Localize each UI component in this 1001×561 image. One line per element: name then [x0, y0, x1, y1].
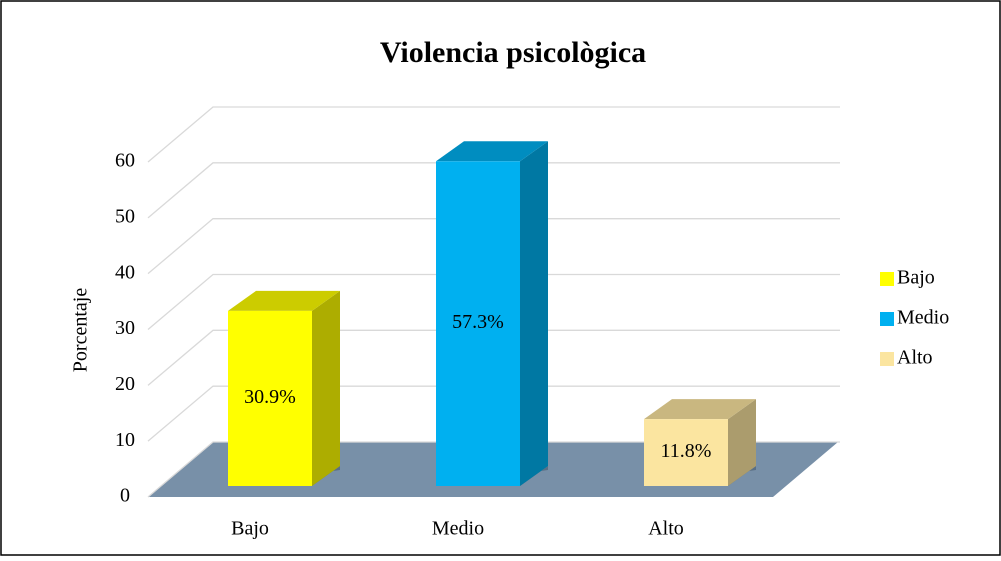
- legend-label: Medio: [897, 307, 949, 329]
- legend-swatch: [880, 352, 894, 366]
- y-tick-label: 30: [115, 317, 135, 339]
- x-tick-label: Alto: [648, 518, 684, 540]
- bar-top: [228, 290, 340, 311]
- legend-label: Alto: [897, 347, 933, 369]
- y-tick-label: 0: [120, 485, 130, 507]
- bar-side: [728, 399, 756, 486]
- grid-line: [147, 218, 840, 275]
- x-tick-label: Medio: [432, 518, 484, 540]
- data-label: 30.9%: [244, 386, 296, 408]
- data-label: 11.8%: [661, 440, 712, 462]
- bar: [228, 310, 312, 486]
- y-tick-label: 20: [115, 373, 135, 395]
- data-label: 57.3%: [452, 311, 504, 333]
- y-axis-label: Porcentaje: [70, 288, 92, 373]
- grid-line: [147, 329, 840, 386]
- grid-line: [147, 385, 840, 442]
- chart-title: Violencia psicològica: [380, 36, 646, 69]
- grid-line: [147, 162, 840, 219]
- legend-swatch: [880, 312, 894, 326]
- grid-line: [147, 441, 840, 498]
- grid-line: [147, 273, 840, 330]
- y-tick-label: 10: [115, 429, 135, 451]
- legend-label: Bajo: [897, 267, 935, 289]
- bar: [644, 419, 728, 486]
- bar-side: [312, 290, 340, 486]
- bar: [436, 161, 520, 487]
- grid-line: [147, 106, 840, 163]
- bar-side: [520, 141, 548, 487]
- x-tick-label: Bajo: [231, 518, 269, 540]
- y-tick-label: 50: [115, 205, 135, 227]
- y-tick-label: 60: [115, 150, 135, 172]
- y-tick-label: 40: [115, 261, 135, 283]
- bar-top: [644, 399, 756, 420]
- legend-swatch: [880, 272, 894, 286]
- bar-top: [436, 141, 548, 162]
